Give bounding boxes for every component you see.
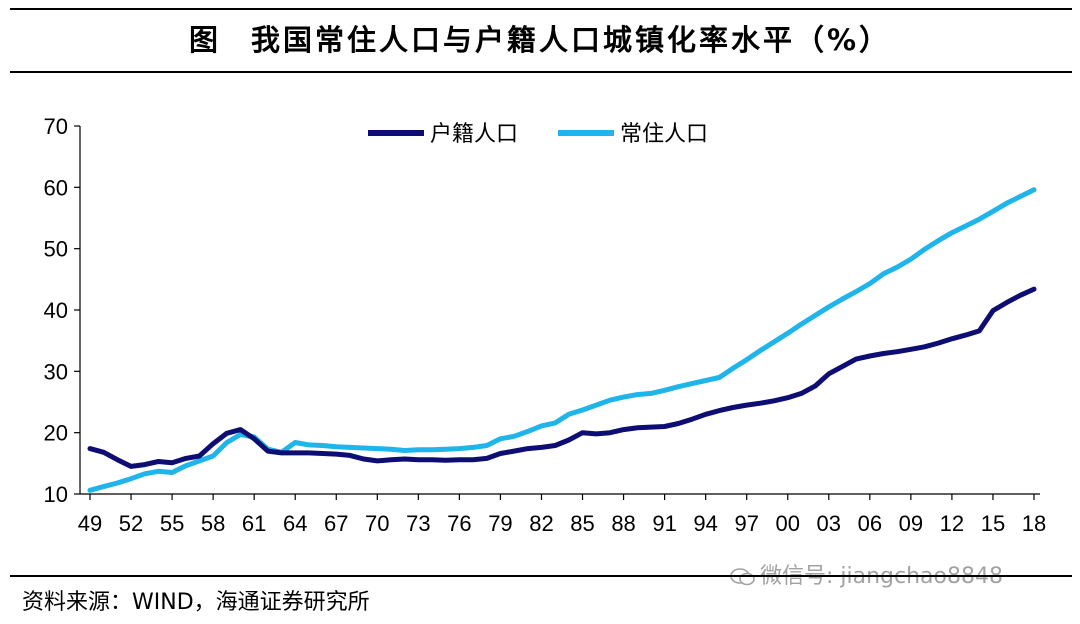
x-tick-label: 12 (940, 511, 964, 536)
x-tick-label: 73 (406, 511, 430, 536)
wechat-icon (730, 567, 756, 587)
legend: 户籍人口 常住人口 (368, 121, 708, 146)
x-tick-label: 55 (160, 511, 184, 536)
title-text: 我国常住人口与户籍人口城镇化率水平（%） (250, 23, 892, 57)
y-tick-label: 20 (44, 421, 68, 446)
x-tick-label: 91 (652, 511, 676, 536)
x-tick-label: 52 (119, 511, 143, 536)
y-tick-label: 40 (44, 298, 68, 323)
legend-label: 常住人口 (620, 121, 708, 146)
x-tick-label: 76 (447, 511, 471, 536)
watermark: 微信号: jiangchao8848 (730, 558, 1003, 590)
y-tick-label: 50 (44, 237, 68, 262)
x-tick-label: 79 (488, 511, 512, 536)
x-tick-label: 18 (1022, 511, 1046, 536)
x-tick-label: 85 (570, 511, 594, 536)
bottom-rule (10, 575, 1072, 577)
title-rule (10, 71, 1072, 73)
y-tick-label: 60 (44, 175, 68, 200)
legend-label: 户籍人口 (430, 121, 518, 146)
x-tick-label: 09 (899, 511, 923, 536)
series-lines (87, 187, 1037, 493)
x-tick-label: 15 (981, 511, 1005, 536)
x-tick-label: 61 (242, 511, 266, 536)
chart-title: 图我国常住人口与户籍人口城镇化率水平（%） (0, 14, 1080, 66)
x-tick-label: 64 (283, 511, 307, 536)
figure-label: 图 (188, 23, 221, 57)
x-tick-label: 00 (775, 511, 799, 536)
x-tick-label: 49 (78, 511, 102, 536)
y-tick-label: 70 (44, 114, 68, 139)
axes: 10 20 30 40 50 60 70 49 52 55 58 61 64 67 70 73 76 79 82 85… (44, 114, 1047, 536)
x-tick-label: 70 (365, 511, 389, 536)
x-tick-label: 06 (858, 511, 882, 536)
y-tick-label: 10 (44, 482, 68, 507)
x-tick-label: 03 (817, 511, 841, 536)
top-rule (10, 8, 1072, 10)
x-tick-label: 88 (611, 511, 635, 536)
series-line (87, 286, 1037, 469)
x-tick-label: 58 (201, 511, 225, 536)
source-note: 资料来源：WIND，海通证券研究所 (22, 590, 370, 615)
y-tick-label: 30 (44, 359, 68, 384)
x-tick-label: 97 (734, 511, 758, 536)
x-tick-label: 82 (529, 511, 553, 536)
x-tick-label: 94 (693, 511, 717, 536)
x-tick-label: 67 (324, 511, 348, 536)
